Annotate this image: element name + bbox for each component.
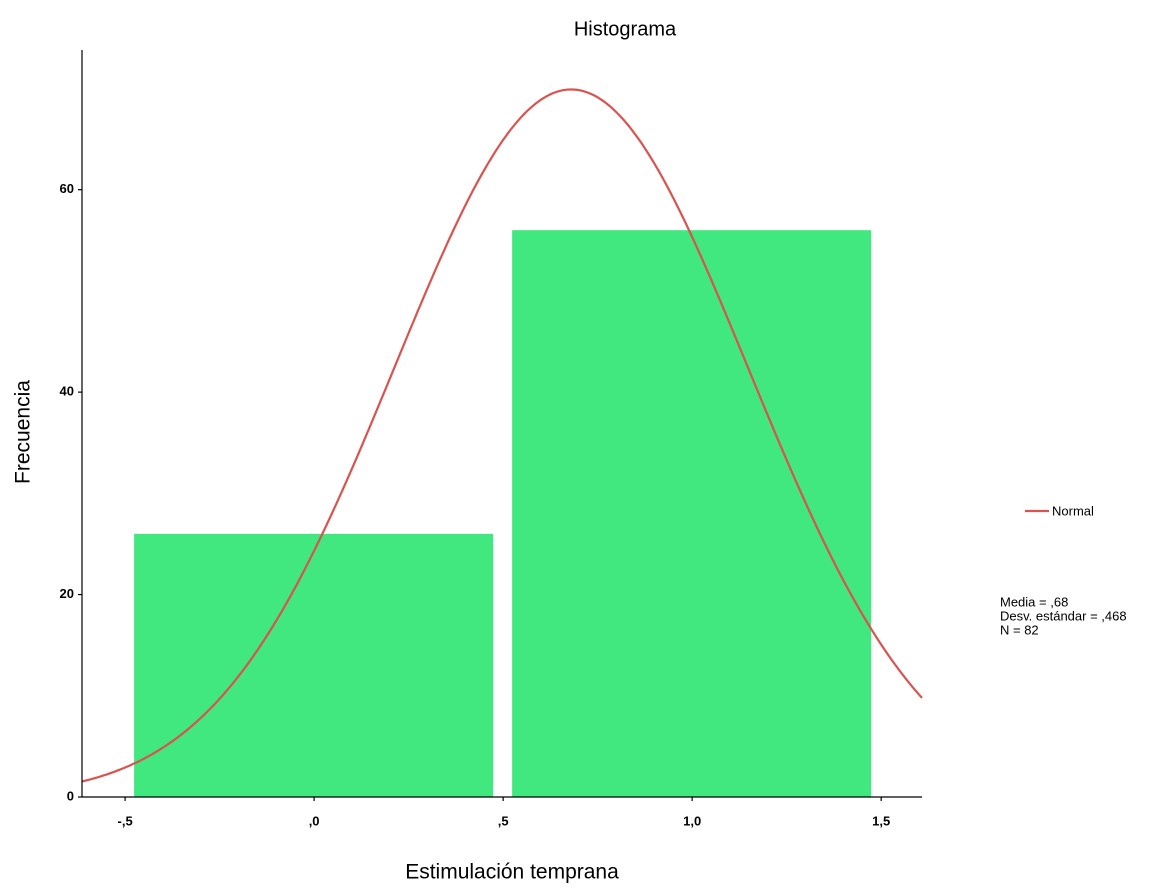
x-tick-label: ,5 (498, 813, 509, 828)
x-tick-label: 1,0 (683, 813, 701, 828)
bar (134, 533, 494, 797)
x-tick-label: ,0 (309, 813, 320, 828)
y-tick-label: 20 (60, 586, 74, 601)
x-tick-label: 1,5 (872, 813, 890, 828)
bar (512, 230, 872, 798)
legend-label: Normal (1052, 503, 1094, 518)
normal-curve (81, 88, 923, 783)
stat-label: Desv. estándar = ,468 (1000, 608, 1127, 623)
x-tick-label: -,5 (118, 813, 133, 828)
stat-label: N = 82 (1000, 622, 1039, 637)
x-axis-label: Estimulación temprana (405, 861, 619, 884)
chart-title: Histograma (574, 18, 677, 40)
y-tick-label: 40 (60, 384, 74, 399)
y-tick-label: 0 (67, 788, 74, 803)
y-tick-label: 60 (60, 181, 74, 196)
stat-label: Media = ,68 (1000, 594, 1068, 609)
y-axis-label: Frecuencia (12, 380, 35, 484)
